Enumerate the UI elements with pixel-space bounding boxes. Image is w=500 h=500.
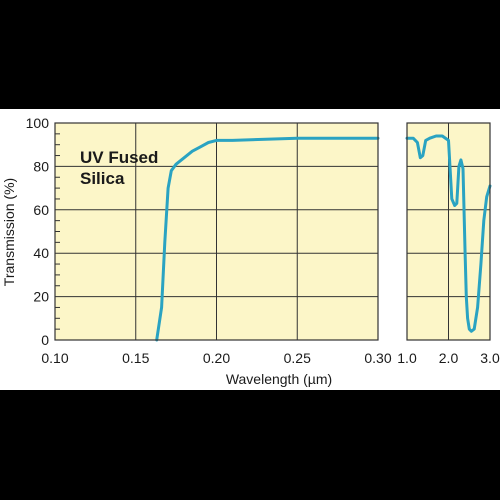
material-label-line1: UV Fused — [80, 148, 158, 167]
y-tick-label: 100 — [26, 115, 50, 131]
uv-y-minor-ticks — [55, 133, 60, 330]
uv-transmission-curve — [155, 136, 380, 342]
x-axis-title: Wavelength (µm) — [226, 371, 332, 387]
x-tick-label: 0.25 — [284, 350, 311, 366]
x-tick-label: 0.20 — [203, 350, 230, 366]
y-tick-labels: 0 20 40 60 80 100 — [26, 115, 50, 348]
y-tick-label: 60 — [33, 202, 49, 218]
x-tick-label: 0.10 — [41, 350, 68, 366]
uv-plot-frame — [54, 122, 379, 341]
y-axis-title: Transmission (%) — [1, 178, 17, 286]
y-tick-label: 40 — [33, 245, 49, 261]
material-label-line2: Silica — [80, 169, 125, 188]
x-tick-label: 0.30 — [364, 350, 391, 366]
ir-transmission-curve — [405, 134, 492, 333]
x-tick-label: 0.15 — [122, 350, 149, 366]
x-tick-label: 1.0 — [397, 350, 417, 366]
uv-grid — [55, 123, 378, 340]
ir-x-tick-labels: 1.0 2.0 3.0 — [397, 350, 500, 366]
x-tick-label: 3.0 — [480, 350, 500, 366]
y-tick-label: 0 — [41, 332, 49, 348]
y-tick-label: 80 — [33, 158, 49, 174]
uv-x-tick-labels: 0.10 0.15 0.20 0.25 0.30 — [41, 350, 391, 366]
ir-plot-frame — [406, 122, 491, 341]
ir-range-panel: 1.0 2.0 3.0 — [397, 122, 500, 366]
uv-range-panel: 0.10 0.15 0.20 0.25 0.30 0 20 40 60 80 100 UV Fus… — [1, 115, 392, 366]
y-tick-label: 20 — [33, 289, 49, 305]
x-tick-label: 2.0 — [439, 350, 459, 366]
